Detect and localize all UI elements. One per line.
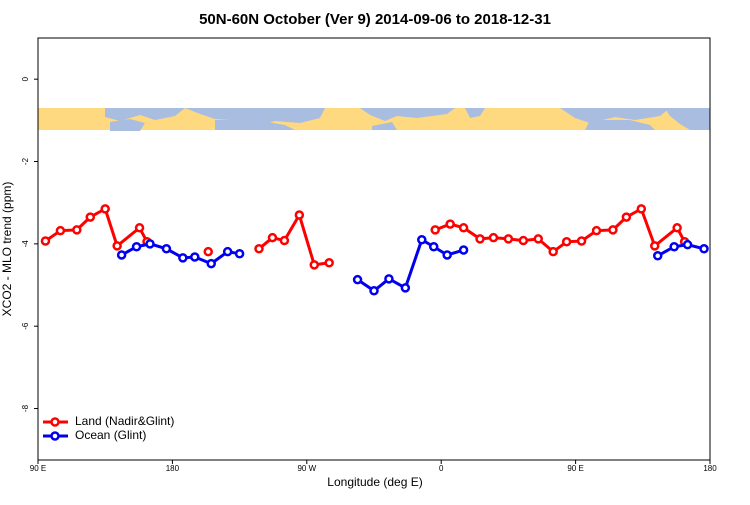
point	[652, 251, 663, 261]
y-tick-label: -8	[21, 404, 30, 412]
point	[561, 237, 572, 247]
legend-marker	[50, 431, 60, 441]
y-tick-label: -2	[21, 157, 30, 165]
x-tick-label: 180	[703, 464, 717, 473]
point	[369, 286, 379, 296]
point	[161, 244, 172, 254]
chart-title: 50N-60N October (Ver 9) 2014-09-06 to 20…	[199, 11, 551, 28]
point	[40, 236, 51, 246]
point	[672, 223, 682, 233]
point	[669, 241, 679, 252]
legend-label: Ocean (Glint)	[75, 428, 146, 442]
point	[636, 204, 647, 214]
point	[131, 241, 142, 252]
point	[294, 210, 305, 220]
point	[254, 244, 264, 254]
point	[234, 248, 245, 259]
point	[458, 223, 469, 233]
point	[190, 252, 200, 262]
point	[475, 234, 485, 244]
x-tick-label: 90 E	[567, 464, 583, 473]
point	[576, 236, 587, 246]
point	[400, 283, 411, 293]
point	[100, 204, 110, 214]
legend-marker	[50, 417, 60, 427]
plot-frame	[37, 37, 711, 461]
point	[206, 258, 216, 269]
point	[682, 239, 693, 250]
y-tick-label: -4	[21, 240, 30, 248]
point	[608, 225, 618, 235]
point	[428, 241, 439, 252]
x-axis-label: Longitude (deg E)	[327, 475, 422, 489]
point	[649, 241, 660, 251]
point	[309, 260, 320, 270]
point	[279, 235, 290, 246]
point	[116, 250, 127, 260]
point	[699, 244, 709, 254]
point	[621, 212, 632, 222]
point	[591, 225, 602, 236]
y-tick-label: -6	[21, 322, 30, 330]
x-tick-label: 90 W	[297, 464, 316, 473]
point	[518, 235, 529, 246]
point	[112, 241, 122, 251]
point	[384, 274, 394, 284]
point	[442, 250, 452, 260]
point	[134, 223, 145, 233]
point	[352, 274, 363, 285]
series-line	[44, 206, 686, 267]
point	[222, 246, 233, 257]
y-tick-label: 0	[21, 76, 30, 81]
point	[417, 234, 427, 245]
point	[533, 234, 544, 244]
point	[85, 212, 96, 222]
point	[503, 234, 514, 244]
point	[55, 225, 66, 236]
point	[430, 225, 440, 235]
point	[548, 246, 558, 257]
point	[445, 219, 455, 229]
x-tick-label: 180	[166, 464, 180, 473]
point	[72, 225, 82, 235]
legend-label: Land (Nadir&Glint)	[75, 414, 174, 428]
point	[488, 232, 499, 243]
x-tick-label: 90 E	[30, 464, 46, 473]
point	[267, 232, 278, 243]
point	[324, 258, 334, 268]
x-tick-label: 0	[439, 464, 444, 473]
y-axis-label: XCO2 - MLO trend (ppm)	[0, 182, 14, 317]
map-band	[38, 108, 710, 131]
point	[203, 246, 213, 257]
point	[145, 239, 155, 249]
point	[178, 253, 188, 263]
point	[458, 245, 469, 255]
